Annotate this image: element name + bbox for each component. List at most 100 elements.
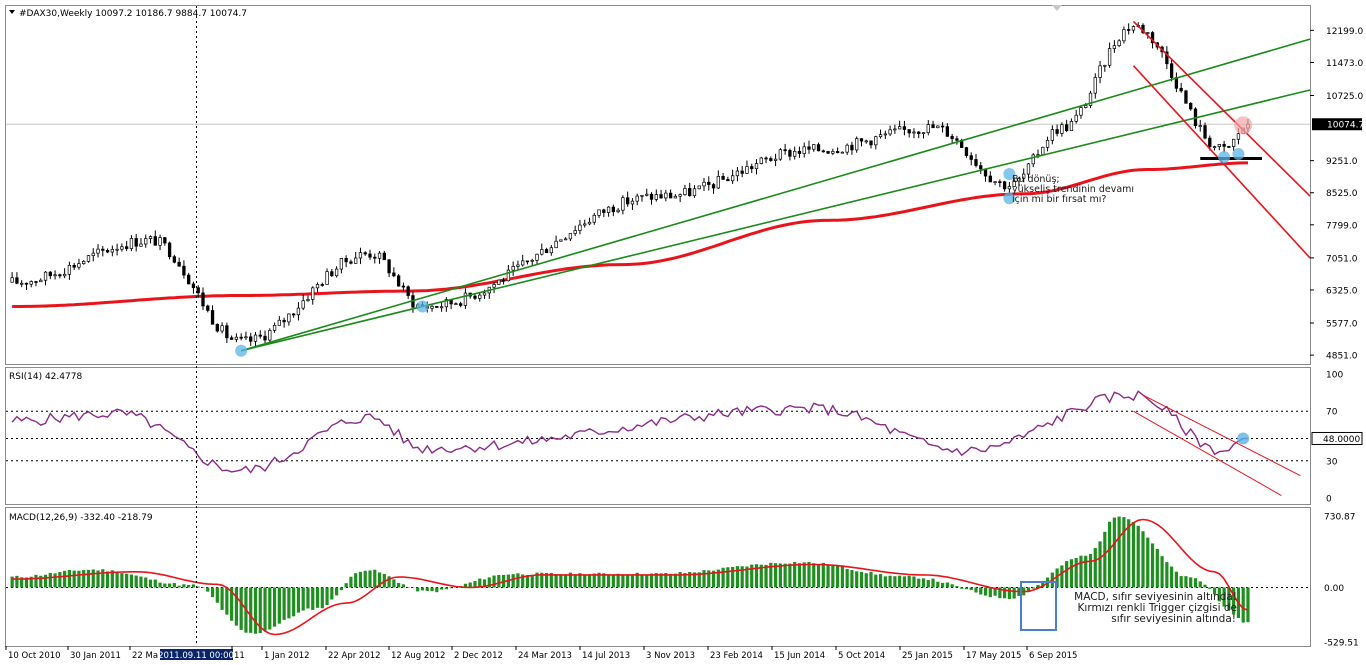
- candle-bear: [783, 149, 787, 152]
- candle-bull: [640, 194, 644, 197]
- macd-bar: [292, 587, 296, 617]
- macd-bar: [1222, 587, 1226, 607]
- candle-bull: [506, 269, 511, 282]
- candle-bull: [444, 299, 448, 308]
- candle-bull: [454, 303, 458, 305]
- macd-bar: [1212, 587, 1217, 595]
- macd-bar: [1208, 587, 1212, 589]
- candle-bull: [1012, 180, 1016, 187]
- rsi-title: RSI(14) 42.4778: [9, 372, 82, 382]
- candle-bear: [172, 256, 177, 263]
- candle-bull: [96, 248, 100, 254]
- candle-bear: [58, 274, 62, 277]
- macd-bar: [158, 582, 162, 588]
- macd-bar: [1041, 581, 1045, 588]
- macd-bar: [368, 570, 372, 588]
- candle-bear: [15, 277, 19, 284]
- candle-bear: [196, 287, 200, 294]
- macd-bar: [430, 587, 434, 592]
- macd-signal-line: [12, 518, 1249, 636]
- candle-bull: [354, 257, 358, 264]
- macd-bar: [315, 587, 320, 608]
- candle-bear: [788, 149, 792, 157]
- candle-bear: [258, 334, 262, 337]
- candle-bull: [148, 236, 153, 239]
- macd-bar: [473, 581, 477, 588]
- price-tick-label: 9251.0: [1326, 157, 1358, 167]
- macd-bar: [48, 572, 52, 588]
- macd-bar: [850, 570, 854, 588]
- macd-bar: [167, 583, 172, 588]
- macd-bar: [373, 569, 377, 588]
- time-tick-label: 17 May 2015: [966, 651, 1021, 661]
- candle-bull: [530, 259, 534, 262]
- macd-bar: [845, 569, 849, 588]
- rsi-line: [11, 390, 1248, 474]
- macd-bar: [926, 579, 930, 588]
- trendlines-layer: [235, 20, 1311, 357]
- candle-bull: [754, 163, 759, 170]
- candle-bear: [406, 286, 410, 296]
- macd-bar: [263, 587, 267, 631]
- macd-bar: [120, 573, 124, 588]
- candle-bear: [153, 236, 157, 246]
- candle-bear: [1222, 143, 1226, 147]
- candle-bull: [10, 277, 14, 283]
- candle-bear: [826, 151, 830, 154]
- macd-tick-label: 730.87: [1324, 513, 1356, 523]
- macd-bar: [836, 566, 840, 588]
- macd-bar: [172, 583, 176, 588]
- macd-bar: [1074, 557, 1078, 588]
- candle-bear: [931, 124, 935, 129]
- macd-bar: [1093, 547, 1097, 588]
- macd-bar: [988, 587, 992, 598]
- macd-bar: [148, 579, 153, 588]
- macd-bar: [420, 587, 425, 591]
- macd-bar: [77, 570, 81, 588]
- macd-bar: [597, 572, 601, 588]
- macd-bar: [649, 573, 654, 588]
- candle-bear: [835, 151, 840, 153]
- macd-bar: [759, 564, 763, 588]
- macd-bar: [210, 587, 215, 598]
- candle-bull: [697, 185, 701, 190]
- macd-bar: [1122, 517, 1126, 588]
- macd-bar: [53, 573, 57, 588]
- candle-bear: [459, 303, 463, 306]
- macd-panel[interactable]: [5, 507, 1311, 647]
- macd-bar: [1117, 516, 1121, 588]
- candle-bull: [893, 128, 897, 131]
- macd-bar: [220, 587, 224, 610]
- candle-bull: [1045, 140, 1050, 148]
- candle-bear: [363, 252, 367, 255]
- crosshair-time-box: [160, 649, 233, 660]
- crosshair-time-label: 2011.09.11 00:00: [158, 651, 234, 661]
- candle-bull: [645, 193, 649, 196]
- macd-bar: [611, 574, 615, 588]
- chart-shift-marker-icon[interactable]: [1052, 5, 1062, 11]
- macd-bar: [869, 571, 873, 588]
- time-tick-label: 25 Jan 2015: [902, 651, 953, 661]
- candle-bull: [1060, 124, 1064, 134]
- candle-bull: [683, 188, 687, 195]
- macd-bar: [492, 575, 496, 588]
- candle-bull: [377, 252, 382, 259]
- price-panel[interactable]: [5, 5, 1311, 365]
- rsi-panel[interactable]: [5, 367, 1311, 505]
- panel-menu-triangle-icon[interactable]: [9, 10, 15, 14]
- candle-bear: [167, 242, 172, 258]
- main-title: #DAX30,Weekly 10097.2 10186.7 9884.7 100…: [19, 9, 247, 19]
- macd-bar: [735, 566, 740, 588]
- current-price-label: 10074.7: [1327, 121, 1364, 131]
- macd-bar: [401, 584, 406, 588]
- candle-bull: [1041, 146, 1045, 155]
- candle-bear: [998, 181, 1002, 184]
- macd-bar: [1112, 517, 1116, 588]
- macd-bar: [1246, 587, 1250, 623]
- candle-bull: [759, 157, 763, 164]
- candle-bear: [668, 192, 673, 199]
- candle-bull: [463, 292, 468, 306]
- candle-bull: [325, 271, 329, 285]
- macd-bar: [788, 563, 792, 588]
